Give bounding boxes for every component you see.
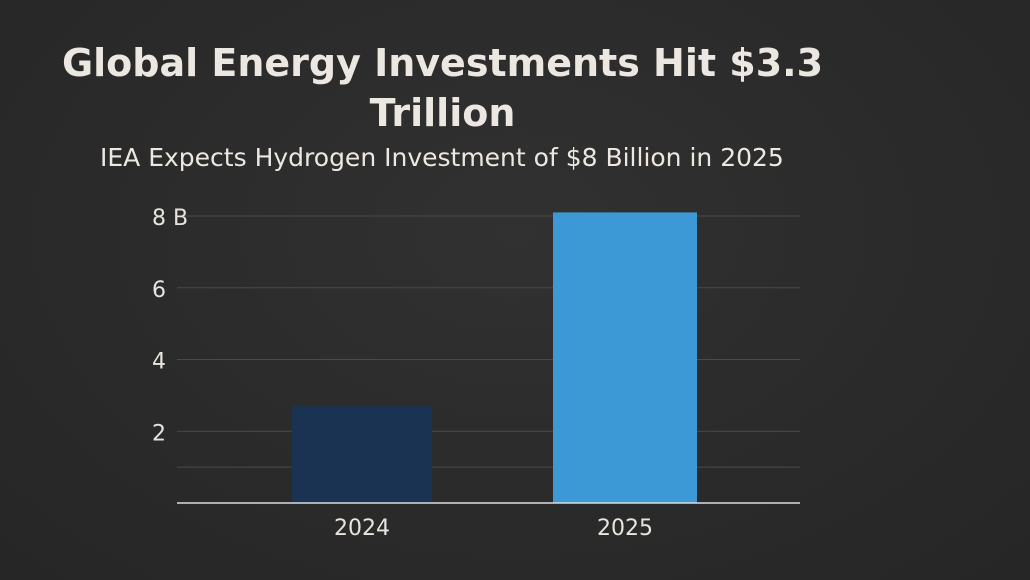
- x-tick-labels: 2024 2025: [334, 516, 653, 541]
- y-tick-label: 8 B: [152, 206, 188, 231]
- bars: [292, 212, 697, 503]
- y-tick-labels: 2 4 6 8 B: [152, 206, 188, 446]
- x-tick-label: 2025: [597, 516, 653, 541]
- x-tick-label: 2024: [334, 516, 390, 541]
- y-tick-label: 2: [152, 421, 166, 446]
- chart-subtitle: IEA Expects Hydrogen Investment of $8 Bi…: [100, 143, 784, 172]
- bar-2024: [292, 406, 432, 503]
- chart-title: Global Energy Investments Hit $3.3 Trill…: [61, 41, 824, 135]
- gridlines: [177, 215, 800, 468]
- bar-2025: [553, 212, 697, 503]
- y-tick-label: 4: [152, 350, 166, 375]
- y-tick-label: 6: [152, 278, 166, 303]
